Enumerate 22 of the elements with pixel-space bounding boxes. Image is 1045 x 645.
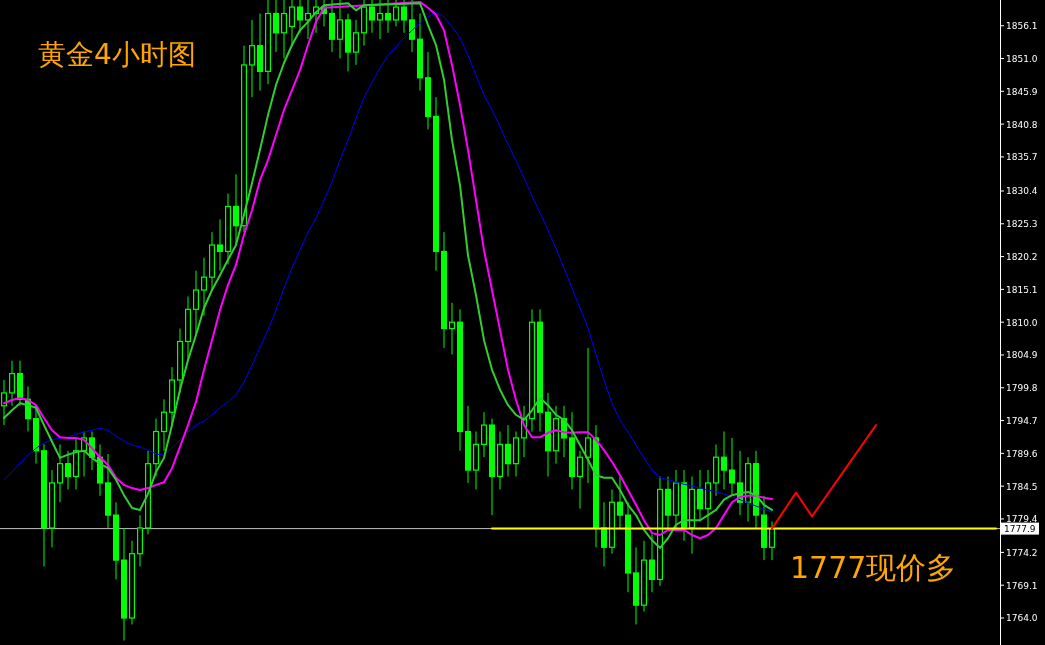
- y-tick-label: 1810.0: [1006, 317, 1038, 328]
- y-tick-label: 1769.1: [1006, 580, 1038, 591]
- y-tick-label: 1764.0: [1006, 613, 1038, 624]
- y-tick-label: 1784.5: [1006, 481, 1038, 492]
- ref-line-label: 1777.9: [1004, 524, 1036, 535]
- y-tick-label: 1794.7: [1006, 416, 1038, 427]
- y-tick-label: 1825.3: [1006, 219, 1038, 230]
- y-tick-label: 1840.8: [1006, 119, 1038, 130]
- y-tick-label: 1851.0: [1006, 54, 1038, 65]
- y-tick-label: 1835.7: [1006, 152, 1038, 163]
- y-tick-label: 1845.9: [1006, 86, 1038, 97]
- text: 黄金4小时图: [38, 38, 196, 71]
- annotation: 1777现价多: [790, 550, 957, 585]
- y-tick-label: 1789.6: [1006, 448, 1038, 459]
- y-tick-label: 1799.8: [1006, 383, 1038, 394]
- y-tick-label: 1804.9: [1006, 350, 1038, 361]
- y-tick-label: 1820.2: [1006, 252, 1038, 263]
- y-tick-label: 1856.1: [1006, 21, 1038, 32]
- y-tick-label: 1774.2: [1006, 547, 1038, 558]
- y-tick-label: 1779.4: [1006, 514, 1038, 525]
- y-tick-label: 1815.1: [1006, 284, 1038, 295]
- y-tick-label: 1830.4: [1006, 186, 1038, 197]
